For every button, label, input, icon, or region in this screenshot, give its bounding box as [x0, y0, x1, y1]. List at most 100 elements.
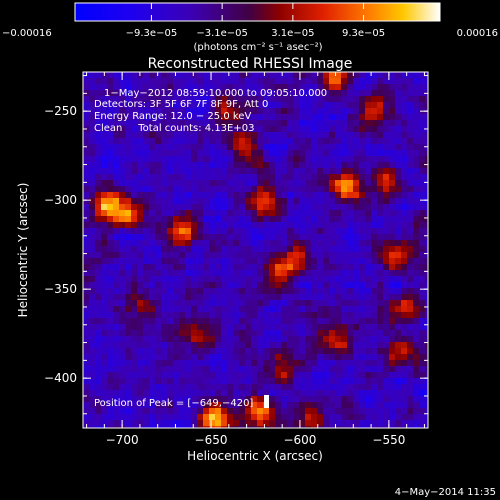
heatmap-cell — [425, 252, 428, 259]
heatmap-cell — [233, 282, 240, 289]
heatmap-cell — [131, 150, 138, 157]
heatmap-cell — [245, 414, 252, 421]
heatmap-cell — [197, 330, 204, 337]
heatmap-cell — [281, 258, 288, 265]
heatmap-cell — [317, 390, 324, 397]
heatmap-cell — [347, 126, 354, 133]
heatmap-cell — [221, 426, 228, 428]
heatmap-cell — [245, 294, 252, 301]
heatmap-cell — [125, 78, 132, 85]
heatmap-cell — [353, 114, 360, 121]
heatmap-cell — [245, 336, 252, 343]
heatmap-cell — [251, 258, 258, 265]
heatmap-cell — [323, 84, 330, 91]
colorbar-frame — [74, 2, 441, 22]
heatmap-cell — [389, 150, 396, 157]
heatmap-cell — [83, 288, 90, 295]
heatmap-cell — [359, 78, 366, 85]
heatmap-cell — [143, 294, 150, 301]
heatmap-cell — [245, 216, 252, 223]
heatmap-cell — [389, 306, 396, 313]
heatmap-cell — [281, 426, 288, 428]
heatmap-cell — [347, 396, 354, 403]
heatmap-cell — [335, 420, 342, 427]
heatmap-cell — [323, 198, 330, 205]
heatmap-cell — [317, 216, 324, 223]
heatmap-cell — [191, 192, 198, 199]
heatmap-cell — [191, 258, 198, 265]
heatmap-cell — [233, 102, 240, 109]
heatmap-cell — [371, 306, 378, 313]
heatmap-cell — [227, 378, 234, 385]
heatmap-cell — [389, 378, 396, 385]
heatmap-cell — [251, 378, 258, 385]
heatmap-cell — [89, 264, 96, 271]
heatmap-cell — [365, 396, 372, 403]
heatmap-cell — [329, 312, 336, 319]
heatmap-cell — [407, 396, 414, 403]
heatmap-cell — [83, 186, 90, 193]
heatmap-cell — [425, 132, 428, 139]
heatmap-cell — [347, 84, 354, 91]
heatmap-cell — [323, 72, 330, 79]
heatmap-cell — [107, 78, 114, 85]
heatmap-cell — [203, 84, 210, 91]
heatmap-cell — [299, 366, 306, 373]
heatmap-cell — [329, 162, 336, 169]
heatmap-cell — [107, 342, 114, 349]
heatmap-cell — [209, 90, 216, 97]
heatmap-cell — [227, 84, 234, 91]
heatmap-cell — [95, 216, 102, 223]
heatmap-cell — [263, 186, 270, 193]
heatmap-cell — [281, 114, 288, 121]
heatmap-cell — [167, 318, 174, 325]
heatmap-cell — [347, 348, 354, 355]
heatmap-cell — [407, 318, 414, 325]
heatmap-cell — [197, 96, 204, 103]
heatmap-cell — [395, 246, 402, 253]
heatmap-cell — [245, 84, 252, 91]
heatmap-cell — [383, 78, 390, 85]
heatmap-cell — [275, 132, 282, 139]
heatmap-cell — [209, 126, 216, 133]
heatmap-cell — [281, 300, 288, 307]
heatmap-cell — [317, 120, 324, 127]
heatmap-cell — [281, 198, 288, 205]
heatmap-cell — [179, 84, 186, 91]
heatmap-cell — [425, 270, 428, 277]
heatmap-cell — [197, 228, 204, 235]
heatmap-cell — [149, 330, 156, 337]
heatmap-cell — [377, 234, 384, 241]
heatmap-cell — [179, 420, 186, 427]
heatmap-cell — [83, 414, 90, 421]
heatmap-cell — [179, 396, 186, 403]
heatmap-cell — [173, 96, 180, 103]
heatmap-cell — [89, 120, 96, 127]
heatmap-cell — [287, 252, 294, 259]
heatmap-cell — [239, 138, 246, 145]
heatmap-cell — [365, 180, 372, 187]
heatmap-cell — [419, 138, 426, 145]
heatmap-cell — [371, 168, 378, 175]
heatmap-cell — [89, 354, 96, 361]
heatmap-cell — [215, 282, 222, 289]
heatmap-cell — [329, 216, 336, 223]
heatmap-cell — [167, 168, 174, 175]
heatmap-cell — [95, 414, 102, 421]
heatmap-cell — [269, 408, 276, 415]
heatmap-cell — [137, 78, 144, 85]
colorbar-tick-label: −3.1e−05 — [196, 28, 248, 39]
heatmap-cell — [215, 228, 222, 235]
heatmap-cell — [371, 228, 378, 235]
heatmap-cell — [371, 84, 378, 91]
colorbar: −0.00016 −9.3e−05 −3.1e−05 3.1e−05 9.3e−05 0.… — [2, 2, 498, 53]
heatmap-cell — [305, 186, 312, 193]
heatmap-cell — [383, 312, 390, 319]
heatmap-cell — [143, 150, 150, 157]
heatmap-cell — [161, 204, 168, 211]
heatmap-cell — [323, 78, 330, 85]
heatmap-cell — [95, 120, 102, 127]
heatmap-cell — [215, 84, 222, 91]
heatmap-cell — [311, 378, 318, 385]
heatmap-cell — [353, 324, 360, 331]
